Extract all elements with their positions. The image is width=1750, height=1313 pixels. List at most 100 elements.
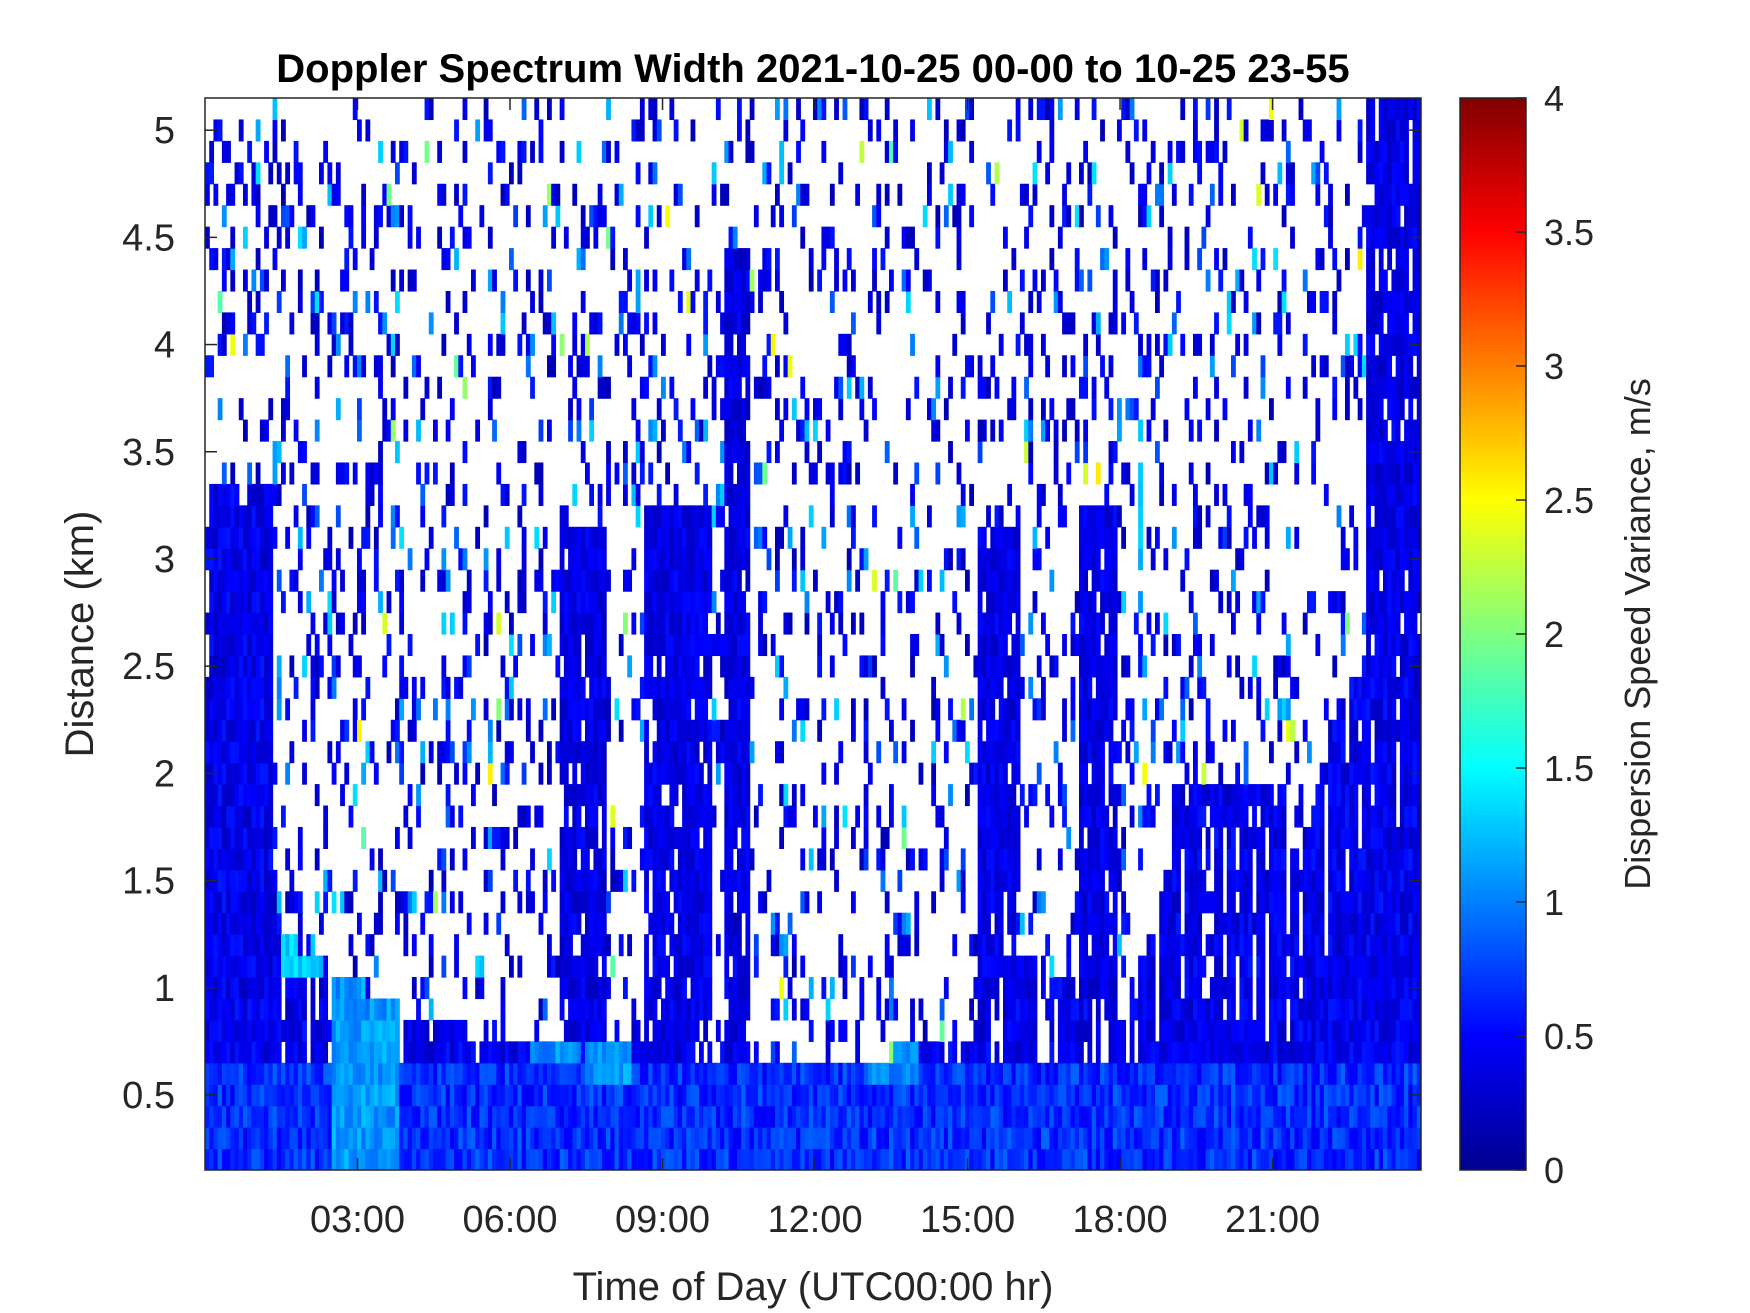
heatmap-cell [1015,912,1021,935]
heatmap-cell [1045,526,1051,549]
heatmap-cell [876,1105,882,1128]
heatmap-cell [737,505,742,528]
heatmap-cell [1015,762,1021,785]
heatmap-cell [737,869,742,892]
heatmap-cell [542,698,548,721]
heatmap-cell [1032,891,1038,914]
heatmap-cell [741,398,747,421]
heatmap-cell [665,1062,671,1085]
heatmap-cell [927,1084,932,1107]
heatmap-cell [585,869,590,892]
heatmap-cell [728,483,734,506]
heatmap-cell [1159,912,1165,935]
heatmap-cell [1108,612,1114,635]
heatmap-cell [728,848,734,871]
heatmap-cell [998,505,1004,528]
heatmap-cell [251,1084,257,1107]
heatmap-cell [504,676,510,699]
heatmap-cell [1091,912,1097,935]
heatmap-cell [255,891,261,914]
heatmap-cell [255,205,261,228]
heatmap-cell [395,441,400,464]
heatmap-cell [965,1062,970,1085]
heatmap-cell [1028,98,1034,121]
heatmap-cell [378,441,383,464]
heatmap-cell [931,891,937,914]
heatmap-cell [952,934,958,957]
heatmap-cell [1015,655,1021,678]
heatmap-cell [623,1105,628,1128]
heatmap-cell [221,784,227,807]
heatmap-cell [707,826,713,849]
heatmap-cell [563,848,569,871]
heatmap-cell [690,805,696,828]
heatmap-cell [635,441,641,464]
heatmap-cell [863,548,869,571]
heatmap-cell [230,869,236,892]
heatmap-cell [623,333,628,356]
heatmap-cell [1163,977,1169,1000]
heatmap-cell [699,419,704,442]
heatmap-cell [1171,1062,1177,1085]
heatmap-cell [783,98,789,121]
heatmap-cell [395,1062,400,1085]
heatmap-cell [732,526,738,549]
heatmap-cell [855,569,861,592]
heatmap-cell [230,333,236,356]
heatmap-cell [217,333,223,356]
heatmap-cell [213,591,219,614]
heatmap-cell [1095,1105,1101,1128]
heatmap-cell [1062,998,1067,1021]
heatmap-cell [990,526,996,549]
heatmap-cell [276,998,282,1021]
heatmap-cell [732,698,738,721]
heatmap-cell [986,977,991,1000]
heatmap-cell [234,634,240,657]
heatmap-cell [445,290,451,313]
heatmap-cell [931,762,937,785]
heatmap-cell [1155,612,1160,635]
heatmap-cell [876,205,882,228]
heatmap-cell [327,1019,333,1042]
heatmap-cell [817,1127,823,1150]
heatmap-cell [259,977,265,1000]
heatmap-cell [821,1105,827,1128]
heatmap-cell [851,698,856,721]
heatmap-cell [538,462,544,485]
heatmap-cell [238,655,244,678]
heatmap-cell [259,526,265,549]
heatmap-cell [821,226,827,249]
heatmap-cell [876,312,882,335]
heatmap-cell [994,998,1000,1021]
heatmap-cell [627,355,633,378]
heatmap-cell [690,934,696,957]
heatmap-cell [1100,912,1105,935]
heatmap-cell [677,1105,683,1128]
heatmap-cell [644,977,649,1000]
heatmap-cell [732,826,738,849]
heatmap-cell [1041,698,1046,721]
heatmap-cell [1176,1062,1181,1085]
heatmap-cell [1091,955,1097,978]
heatmap-cell [665,1041,671,1064]
heatmap-cell [331,1148,337,1170]
heatmap-cell [268,762,274,785]
heatmap-cell [1083,891,1089,914]
heatmap-cell [462,226,468,249]
heatmap-cell [977,655,983,678]
heatmap-cell [867,1062,873,1085]
heatmap-cell [1104,526,1110,549]
heatmap-cell [399,591,405,614]
heatmap-cell [990,891,996,914]
heatmap-cell [1184,934,1190,957]
heatmap-cell [1087,655,1093,678]
heatmap-cell [268,398,274,421]
heatmap-cell [694,569,700,592]
heatmap-cell [855,1084,861,1107]
heatmap-cell [737,98,742,121]
heatmap-cell [998,1105,1004,1128]
heatmap-cell [673,1062,679,1085]
heatmap-cell [994,676,1000,699]
heatmap-cell [268,634,274,657]
heatmap-cell [838,398,844,421]
